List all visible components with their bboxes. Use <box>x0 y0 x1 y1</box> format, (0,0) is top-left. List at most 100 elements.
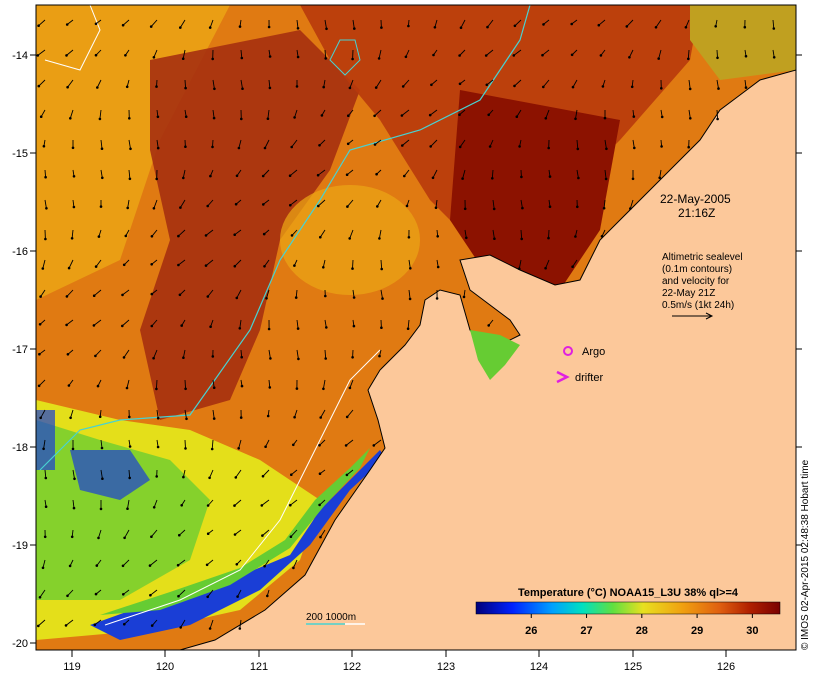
velocity-arrowhead-icon <box>71 447 75 451</box>
velocity-arrow-icon <box>378 229 382 239</box>
velocity-arrowhead-icon <box>513 84 516 88</box>
velocity-arrow-icon <box>545 109 550 119</box>
velocity-arrowhead-icon <box>263 564 266 568</box>
velocity-arrowhead-icon <box>181 57 185 60</box>
velocity-arrowhead-icon <box>325 326 328 329</box>
velocity-arrowhead-icon <box>179 206 182 209</box>
velocity-arrowhead-icon <box>238 327 242 330</box>
velocity-arrowhead-icon <box>570 53 574 57</box>
velocity-arrow-icon <box>182 49 186 59</box>
velocity-arrowhead-icon <box>658 176 661 180</box>
velocity-arrowhead-icon <box>150 235 154 238</box>
velocity-arrowhead-icon <box>262 232 266 236</box>
velocity-arrowhead-icon <box>294 296 298 299</box>
velocity-arrow-icon <box>462 169 466 179</box>
velocity-arrowhead-icon <box>177 594 180 598</box>
velocity-arrowhead-icon <box>629 207 632 210</box>
velocity-arrowhead-icon <box>515 115 519 118</box>
velocity-arrow-icon <box>603 199 606 209</box>
lon-tick-119: 119 <box>63 661 81 673</box>
velocity-arrowhead-icon <box>493 237 496 240</box>
velocity-arrowhead-icon <box>458 54 461 57</box>
velocity-arrowhead-icon <box>684 26 688 29</box>
velocity-arrow-icon <box>212 409 215 419</box>
velocity-arrowhead-icon <box>322 266 325 269</box>
velocity-arrowhead-icon <box>433 26 437 29</box>
velocity-arrow-icon <box>604 139 607 149</box>
velocity-arrowhead-icon <box>381 297 384 300</box>
velocity-arrow-icon <box>93 289 102 297</box>
velocity-arrow-icon <box>95 349 102 357</box>
velocity-arrowhead-icon <box>41 267 45 270</box>
velocity-arrowhead-icon <box>184 447 187 450</box>
velocity-arrow-icon <box>685 19 690 28</box>
velocity-arrowhead-icon <box>318 444 321 447</box>
velocity-arrow-icon <box>317 169 326 176</box>
velocity-arrow-icon <box>38 379 46 387</box>
velocity-arrowhead-icon <box>351 267 354 270</box>
velocity-arrow-icon <box>352 259 354 269</box>
lat-tick-17: -17 <box>12 344 28 356</box>
velocity-arrow-icon <box>95 259 102 267</box>
velocity-arrowhead-icon <box>491 177 494 180</box>
velocity-arrowhead-icon <box>325 27 328 31</box>
velocity-arrow-icon <box>178 259 186 266</box>
velocity-arrow-icon <box>123 349 130 358</box>
drifter-marker-icon <box>556 370 570 384</box>
velocity-arrowhead-icon <box>93 623 97 627</box>
velocity-arrowhead-icon <box>436 235 440 238</box>
velocity-arrow-icon <box>207 589 214 598</box>
velocity-arrow-icon <box>37 49 46 56</box>
velocity-arrowhead-icon <box>688 87 692 91</box>
velocity-arrow-icon <box>182 349 186 358</box>
lon-tick-123: 123 <box>437 661 455 673</box>
velocity-arrowhead-icon <box>37 624 40 628</box>
velocity-arrowhead-icon <box>487 113 491 117</box>
velocity-arrowhead-icon <box>38 352 41 356</box>
velocity-arrow-icon <box>429 109 438 116</box>
velocity-arrowhead-icon <box>429 145 433 148</box>
coastal-green-band <box>100 448 370 615</box>
velocity-arrowhead-icon <box>462 295 466 299</box>
velocity-arrowhead-icon <box>547 146 550 150</box>
velocity-arrowhead-icon <box>66 594 69 598</box>
velocity-arrowhead-icon <box>152 207 156 210</box>
hot-bay-region <box>450 90 620 290</box>
velocity-arrowhead-icon <box>44 175 47 179</box>
velocity-arrowhead-icon <box>405 204 409 208</box>
velocity-arrowhead-icon <box>238 25 242 28</box>
velocity-arrowhead-icon <box>238 627 242 630</box>
velocity-arrowhead-icon <box>406 327 410 331</box>
velocity-arrowhead-icon <box>345 173 349 176</box>
velocity-arrowhead-icon <box>380 26 383 29</box>
velocity-arrow-icon <box>324 349 327 359</box>
velocity-arrowhead-icon <box>264 445 267 449</box>
velocity-arrowhead-icon <box>44 505 48 509</box>
velocity-arrowhead-icon <box>38 596 42 599</box>
velocity-arrowhead-icon <box>97 536 100 540</box>
velocity-arrowhead-icon <box>521 206 524 210</box>
velocity-arrowhead-icon <box>155 85 158 88</box>
velocity-arrow-icon <box>485 49 494 56</box>
velocity-arrowhead-icon <box>401 144 404 147</box>
velocity-arrowhead-icon <box>233 264 237 268</box>
velocity-arrowhead-icon <box>351 356 354 359</box>
velocity-arrowhead-icon <box>268 86 272 90</box>
velocity-arrow-icon <box>374 109 382 117</box>
velocity-arrowhead-icon <box>404 55 408 59</box>
velocity-arrowhead-icon <box>512 54 516 57</box>
velocity-arrowhead-icon <box>205 563 209 567</box>
velocity-arrowhead-icon <box>434 206 438 209</box>
velocity-arrowhead-icon <box>43 535 47 539</box>
velocity-arrow-icon <box>100 139 103 149</box>
velocity-arrowhead-icon <box>324 357 328 360</box>
velocity-arrow-icon <box>184 379 187 389</box>
velocity-arrow-icon <box>149 559 158 566</box>
velocity-arrowhead-icon <box>605 147 608 151</box>
velocity-arrow-icon <box>575 109 578 119</box>
velocity-arrowhead-icon <box>69 117 72 120</box>
velocity-arrow-icon <box>236 289 242 299</box>
velocity-arrowhead-icon <box>233 233 236 236</box>
velocity-arrowhead-icon <box>520 237 523 241</box>
velocity-arrow-icon <box>209 19 214 28</box>
